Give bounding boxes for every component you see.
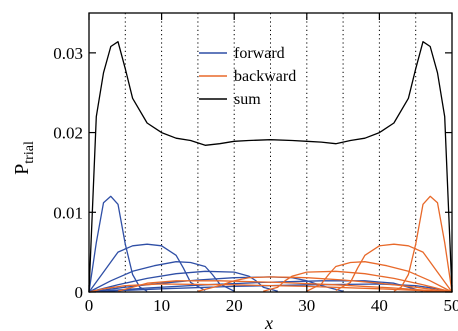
y-axis-title-main: P [11, 164, 33, 175]
legend: forward backward sum [199, 45, 296, 108]
backward-curve-11 [263, 270, 453, 293]
forward-curve-1 [88, 195, 148, 293]
forward-curve-2 [88, 243, 206, 293]
backward-curve-12 [197, 276, 453, 293]
ticks [88, 13, 453, 293]
legend-label-forward: forward [234, 45, 285, 62]
series-layer [88, 41, 453, 293]
x-tick-label-1: 10 [153, 296, 170, 315]
sum-curve-0 [88, 41, 453, 293]
x-tick-label-4: 40 [371, 296, 388, 315]
y-axis-title: Ptrial [11, 141, 37, 175]
x-axis-title: x [264, 313, 273, 331]
legend-label-sum: sum [234, 91, 261, 108]
svg-text:Ptrial: Ptrial [11, 141, 37, 175]
backward-curve-13 [117, 280, 453, 293]
y-tick-label-2: 0.02 [53, 124, 83, 143]
x-tick-label-5: 50 [444, 296, 458, 315]
forward-curve-4 [88, 270, 278, 293]
y-tick-label-1: 0.01 [53, 203, 83, 222]
backward-curve-8 [393, 195, 453, 293]
tick-labels: 0 10 20 30 40 50 0 0.01 0.02 0.03 [53, 44, 458, 315]
gridlines [124, 13, 417, 292]
x-tick-label-0: 0 [85, 296, 94, 315]
backward-curve-14 [88, 283, 453, 293]
backward-curve-9 [335, 243, 453, 293]
y-tick-label-0: 0 [75, 283, 84, 302]
x-tick-label-3: 30 [298, 296, 315, 315]
forward-curve-7 [88, 283, 453, 293]
legend-label-backward: backward [234, 68, 296, 85]
y-axis-title-subscript: trial [22, 141, 37, 164]
plot-frame [88, 12, 453, 293]
y-tick-label-3: 0.03 [53, 44, 83, 63]
x-tick-label-2: 20 [226, 296, 243, 315]
